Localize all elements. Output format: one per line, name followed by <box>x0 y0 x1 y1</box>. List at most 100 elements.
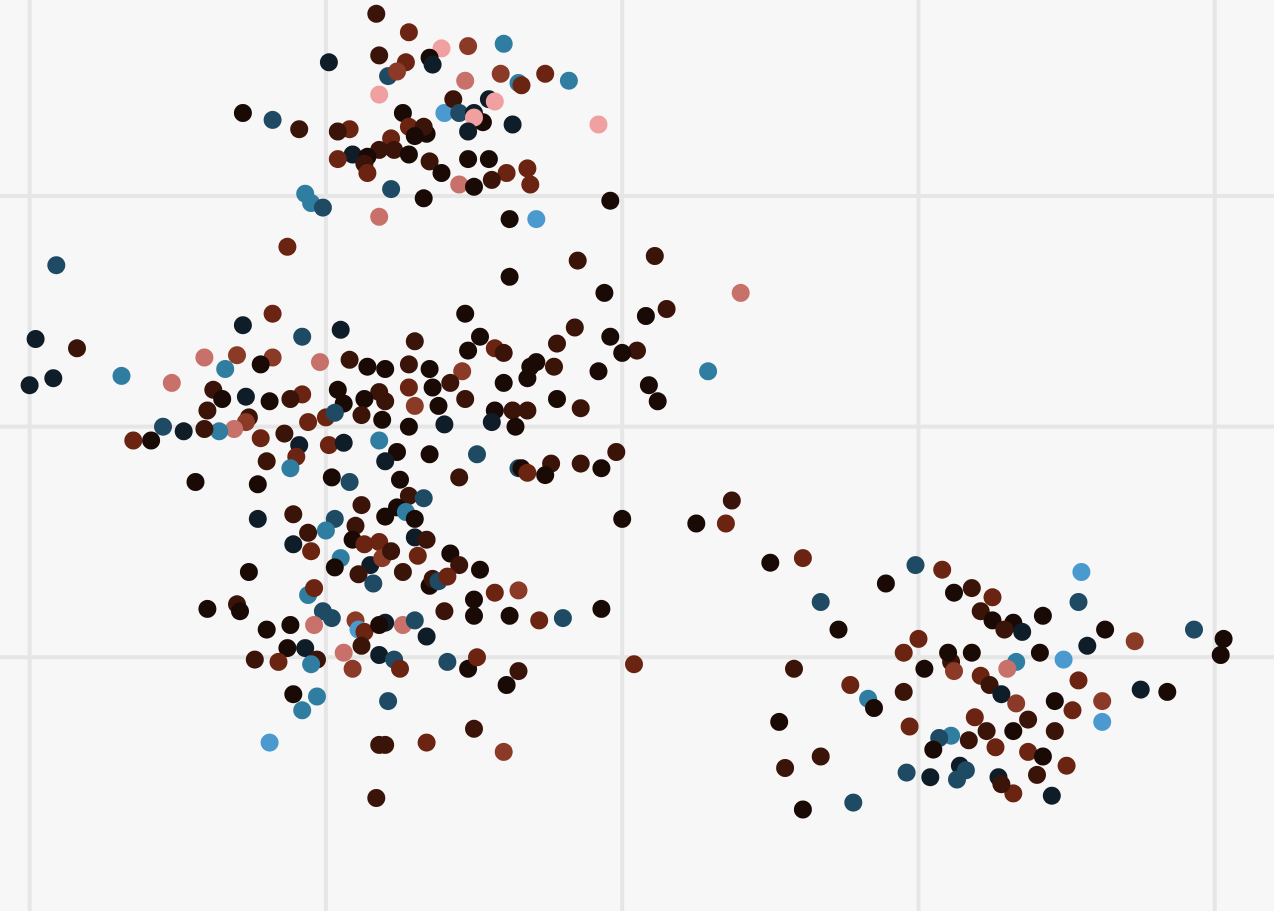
scatter-point <box>977 722 996 741</box>
scatter-point <box>376 360 395 378</box>
scatter-point <box>986 738 1005 757</box>
scatter-point <box>648 392 667 411</box>
scatter-point <box>500 210 519 229</box>
scatter-point <box>322 468 341 487</box>
scatter-point <box>548 390 566 408</box>
scatter-point <box>456 304 475 323</box>
scatter-point <box>468 445 486 464</box>
scatter-point <box>260 392 279 411</box>
scatter-point <box>1158 682 1177 701</box>
scatter-point <box>420 360 439 378</box>
scatter-point <box>162 373 181 392</box>
scatter-point <box>601 191 620 210</box>
scatter-point <box>302 655 321 674</box>
scatter-point <box>1063 701 1082 720</box>
scatter-point <box>1054 650 1073 669</box>
scatter-point <box>239 563 258 581</box>
scatter-point <box>420 445 439 464</box>
scatter-point <box>352 496 371 515</box>
scatter-point <box>343 659 362 678</box>
scatter-point <box>367 4 386 23</box>
scatter-point <box>328 122 347 141</box>
scatter-point <box>1045 692 1064 711</box>
scatter-point <box>595 283 614 302</box>
scatter-point <box>497 164 516 182</box>
scatter-point <box>995 620 1014 639</box>
scatter-point <box>316 521 335 540</box>
scatter-point <box>921 768 940 787</box>
scatter-point <box>900 717 919 736</box>
scatter-point <box>281 616 300 634</box>
scatter-point <box>636 307 655 325</box>
scatter-point <box>785 659 803 678</box>
scatter-point <box>829 620 848 639</box>
scatter-point <box>1093 692 1112 711</box>
scatter-point <box>198 599 217 618</box>
scatter-point <box>263 304 282 323</box>
scatter-point <box>1028 765 1046 784</box>
scatter-point <box>382 542 401 561</box>
scatter-point <box>340 350 359 369</box>
scatter-point <box>328 150 347 169</box>
scatter-point <box>536 64 555 83</box>
scatter-point <box>876 574 895 593</box>
scatter-point <box>154 417 172 436</box>
scatter-point <box>1033 747 1052 766</box>
scatter-point <box>965 708 984 727</box>
scatter-point <box>948 770 966 789</box>
scatter-point <box>441 373 460 392</box>
scatter-point <box>945 662 963 681</box>
scatter-point <box>435 602 454 621</box>
scatter-point <box>592 599 611 618</box>
scatter-point <box>358 164 377 182</box>
scatter-point <box>417 733 436 752</box>
scatter-point <box>1019 710 1038 729</box>
scatter-point <box>607 443 626 461</box>
scatter-point <box>450 468 469 487</box>
scatter-point <box>983 588 1002 607</box>
scatter-point <box>195 348 214 367</box>
scatter-point <box>521 175 540 194</box>
scatter-point <box>391 470 409 489</box>
scatter-point <box>373 410 392 429</box>
scatter-point <box>370 46 389 65</box>
scatter-point <box>998 659 1017 678</box>
scatter-point <box>1030 643 1049 662</box>
scatter-point <box>844 793 863 812</box>
scatter-point <box>391 659 409 678</box>
scatter-point <box>414 489 433 508</box>
scatter-point <box>1185 620 1203 639</box>
scatter-point <box>370 431 389 450</box>
scatter-point <box>435 415 454 434</box>
scatter-point <box>1045 722 1064 741</box>
scatter-point <box>625 655 643 674</box>
scatter-point <box>399 486 418 505</box>
scatter-point <box>260 733 279 752</box>
scatter-point <box>992 685 1011 704</box>
scatter-point <box>376 392 395 411</box>
scatter-point <box>429 396 448 415</box>
scatter-point <box>1096 620 1115 639</box>
scatter-point <box>811 747 830 766</box>
scatter-point <box>456 71 475 90</box>
scatter-point <box>1078 636 1097 655</box>
scatter-point <box>722 491 741 510</box>
scatter-point <box>1072 563 1091 581</box>
scatter-point <box>302 542 321 561</box>
scatter-point <box>530 611 549 630</box>
scatter-point <box>1069 671 1088 690</box>
scatter-point <box>482 170 501 189</box>
scatter-point <box>909 629 928 648</box>
scatter-point <box>376 452 395 471</box>
scatter-point <box>216 360 235 378</box>
scatter-point <box>731 283 750 302</box>
scatter-point <box>358 357 377 376</box>
scatter-point <box>233 316 252 335</box>
scatter-point <box>450 556 469 575</box>
scatter-point <box>479 150 498 169</box>
scatter-point <box>628 341 646 360</box>
scatter-point <box>257 452 276 471</box>
scatter-point <box>319 53 338 72</box>
scatter-point <box>1093 712 1112 731</box>
